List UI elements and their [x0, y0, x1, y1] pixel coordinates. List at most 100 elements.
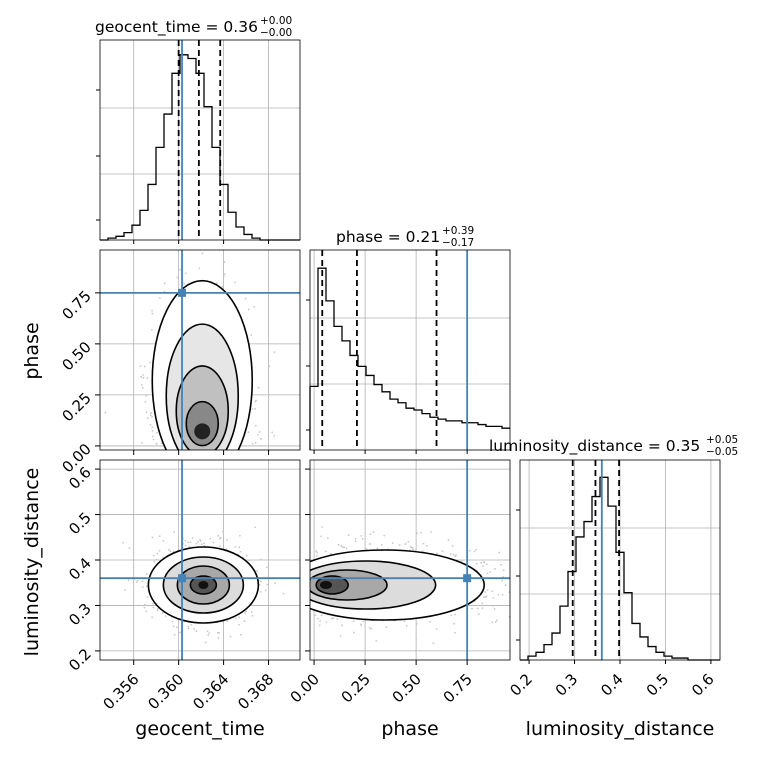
- scatter-point: [151, 309, 154, 312]
- scatter-point: [260, 437, 263, 440]
- scatter-point: [244, 612, 246, 614]
- scatter-point: [353, 631, 355, 634]
- scatter-point: [451, 545, 454, 547]
- scatter-point: [203, 542, 206, 545]
- scatter-point: [498, 551, 501, 554]
- scatter-point: [143, 606, 146, 609]
- scatter-point: [124, 588, 127, 591]
- scatter-point: [430, 531, 432, 533]
- scatter-point: [197, 540, 199, 543]
- scatter-point: [141, 585, 144, 588]
- scatter-point: [162, 540, 165, 542]
- scatter-point: [481, 602, 483, 605]
- scatter-point: [254, 400, 257, 403]
- scatter-point: [254, 441, 257, 444]
- x-tick-label: 0.368: [234, 670, 277, 713]
- scatter-point: [225, 538, 228, 541]
- scatter-point: [460, 559, 463, 562]
- scatter-point: [314, 614, 317, 617]
- scatter-point: [172, 625, 175, 628]
- scatter-point: [501, 593, 504, 596]
- scatter-point: [204, 641, 207, 644]
- y-tick-label: 0.50: [58, 338, 94, 374]
- scatter-point: [453, 622, 455, 625]
- y-tick-label: 0.4: [65, 554, 95, 584]
- scatter-point: [207, 634, 210, 637]
- scatter-point: [362, 620, 365, 623]
- scatter-point: [282, 592, 285, 595]
- scatter-point: [315, 550, 318, 552]
- scatter-point: [259, 558, 262, 561]
- x-tick-label: 0.360: [144, 670, 187, 713]
- scatter-point: [369, 542, 371, 545]
- xlabel-geocent-time: geocent_time: [135, 718, 264, 740]
- panel-frame: [519, 459, 721, 661]
- scatter-point: [274, 582, 277, 585]
- scatter-point: [491, 621, 494, 624]
- scatter-point: [405, 624, 408, 627]
- scatter-point: [454, 613, 457, 616]
- scatter-point: [234, 617, 237, 620]
- scatter-point: [483, 596, 485, 598]
- scatter-point: [161, 611, 164, 614]
- scatter-point: [336, 618, 339, 621]
- scatter-point: [153, 560, 156, 563]
- scatter-point: [265, 566, 268, 569]
- x-tick-label: 0.00: [287, 670, 323, 706]
- scatter-point: [238, 616, 241, 619]
- scatter-point: [514, 599, 516, 601]
- scatter-point: [441, 550, 444, 553]
- panel-frame: [99, 459, 301, 661]
- scatter-point: [145, 411, 148, 414]
- scatter-point: [151, 312, 154, 315]
- scatter-point: [523, 568, 525, 570]
- scatter-point: [492, 597, 495, 599]
- scatter-point: [523, 576, 525, 578]
- scatter-point: [250, 611, 253, 613]
- scatter-point: [241, 205, 243, 207]
- truth-marker: [463, 574, 472, 583]
- scatter-point: [452, 553, 455, 556]
- x-tick-label: 0.3: [552, 670, 582, 700]
- scatter-point: [151, 426, 154, 429]
- scatter-point: [140, 375, 143, 378]
- density-content: [310, 460, 588, 660]
- scatter-point: [563, 596, 565, 598]
- scatter-point: [243, 620, 246, 623]
- scatter-point: [337, 543, 340, 546]
- scatter-point: [254, 526, 257, 529]
- scatter-point: [179, 631, 182, 634]
- scatter-point: [255, 570, 258, 572]
- scatter-point: [151, 616, 154, 619]
- scatter-point: [219, 545, 221, 548]
- x-tick-label: 0.5: [643, 670, 673, 700]
- scatter-point: [586, 588, 588, 590]
- scatter-point: [183, 282, 186, 285]
- scatter-point: [223, 273, 226, 276]
- density-contour: [194, 423, 211, 440]
- scatter-point: [548, 591, 550, 593]
- scatter-point: [473, 550, 476, 553]
- scatter-point: [247, 308, 250, 311]
- scatter-point: [330, 617, 333, 620]
- scatter-point: [201, 252, 204, 255]
- scatter-point: [256, 433, 259, 436]
- scatter-point: [369, 533, 372, 536]
- ylabel-phase: phase: [21, 322, 43, 379]
- scatter-point: [146, 377, 149, 380]
- scatter-point: [222, 530, 224, 533]
- scatter-point: [532, 607, 534, 609]
- scatter-point: [254, 424, 257, 427]
- scatter-point: [484, 596, 487, 599]
- scatter-point: [156, 609, 159, 612]
- x-tick-label: 0.356: [99, 670, 142, 713]
- scatter-point: [104, 411, 107, 414]
- scatter-point: [271, 431, 274, 434]
- scatter-point: [146, 596, 149, 599]
- density-content: [100, 460, 300, 660]
- scatter-point: [191, 537, 194, 539]
- histogram-phase: [309, 267, 510, 450]
- density-contour: [319, 581, 332, 589]
- scatter-point: [171, 620, 174, 623]
- scatter-point: [495, 619, 498, 622]
